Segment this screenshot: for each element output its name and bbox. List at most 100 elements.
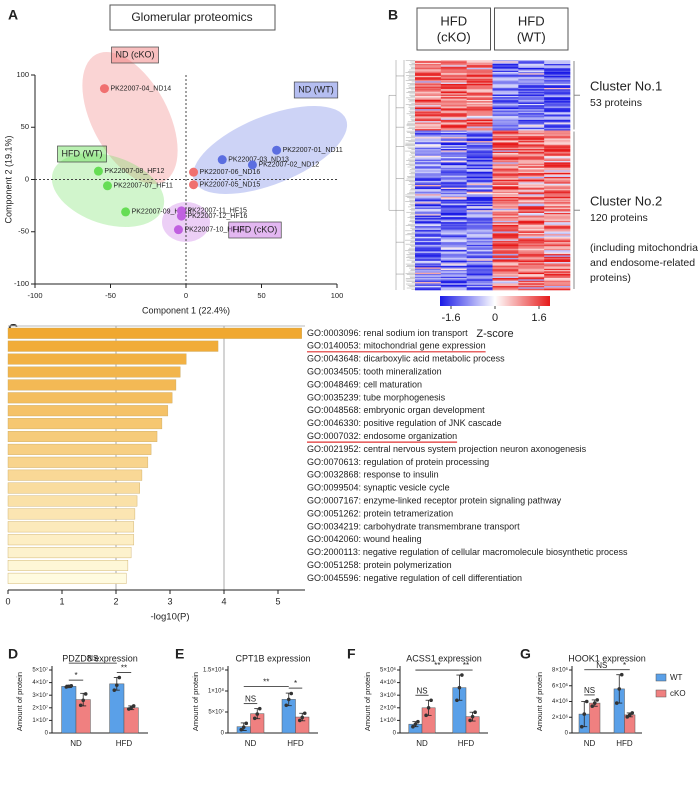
- x-tick-label: ND: [584, 739, 596, 748]
- category-label: GO:0032868: response to insulin: [307, 470, 439, 480]
- heatmap-cell: [440, 239, 467, 242]
- heatmap-cell: [518, 82, 545, 85]
- heatmap-cell: [518, 244, 545, 247]
- bar: [7, 392, 173, 404]
- heatmap-cell: [466, 133, 493, 135]
- heatmap-cell: [466, 184, 493, 187]
- heatmap-cell: [544, 117, 571, 119]
- heatmap-cell: [492, 109, 519, 111]
- heatmap-cell: [415, 154, 442, 157]
- heatmap-cell: [544, 182, 571, 184]
- heatmap-cell: [466, 155, 493, 158]
- point: [121, 207, 131, 217]
- heatmap-cell: [518, 93, 545, 95]
- heatmap-cell: [415, 219, 442, 222]
- heatmap-cell: [492, 105, 519, 107]
- heatmap-cell: [544, 180, 571, 183]
- heatmap-cell: [544, 70, 571, 73]
- cluster-detail: (including mitochondria: [590, 242, 698, 254]
- heatmap-cell: [544, 282, 571, 284]
- data-point: [584, 699, 589, 704]
- heatmap-cell: [518, 95, 545, 98]
- heatmap-cell: [415, 66, 442, 69]
- heatmap-cell: [492, 195, 519, 198]
- x-tick-label: 2: [113, 596, 118, 606]
- point: [176, 211, 186, 221]
- heatmap-cell: [492, 210, 519, 212]
- heatmap-cell: [544, 157, 571, 159]
- heatmap-cell: [544, 130, 571, 133]
- heatmap-cell: [440, 146, 467, 149]
- heatmap-cell: [492, 194, 519, 196]
- heatmap-cell: [466, 266, 493, 268]
- heatmap-cell: [466, 174, 493, 176]
- heatmap-cell: [466, 119, 493, 122]
- heatmap-cell: [544, 131, 571, 134]
- heatmap-cell: [415, 86, 442, 89]
- heatmap-cell: [518, 202, 545, 204]
- data-point: [284, 703, 289, 708]
- y-tick-label: -100: [14, 279, 29, 288]
- heatmap-cell: [415, 203, 442, 206]
- heatmap-cell: [440, 222, 467, 224]
- heatmap-cell: [440, 271, 467, 274]
- heatmap-cell: [492, 147, 519, 150]
- heatmap-cell: [415, 78, 442, 81]
- heatmap-cell: [492, 283, 519, 285]
- heatmap-cell: [466, 134, 493, 137]
- heatmap-cell: [544, 149, 571, 151]
- heatmap-cell: [492, 286, 519, 288]
- heatmap-cell: [440, 274, 467, 276]
- heatmap-cell: [466, 247, 493, 250]
- heatmap-cell: [492, 196, 519, 199]
- bar: [7, 327, 302, 339]
- heatmap-cell: [518, 270, 545, 272]
- heatmap-cell: [440, 125, 467, 127]
- heatmap-cell: [466, 139, 493, 142]
- heatmap-cell: [544, 71, 571, 74]
- heatmap-cell: [415, 139, 442, 142]
- data-point: [426, 706, 431, 710]
- legend-label: WT: [670, 673, 683, 682]
- significance-label: *: [623, 661, 626, 670]
- heatmap-cell: [544, 155, 571, 158]
- heatmap-cell: [492, 266, 519, 268]
- heatmap-cell: [492, 188, 519, 191]
- heatmap-cell: [415, 287, 442, 289]
- heatmap-cell: [492, 90, 519, 93]
- heatmap-cell: [440, 114, 467, 117]
- heatmap-cell: [415, 183, 442, 186]
- x-tick-label: 5: [275, 596, 280, 606]
- point-label: PK22007-01_ND11: [283, 147, 343, 154]
- heatmap-cell: [466, 170, 493, 172]
- heatmap-cell: [518, 207, 545, 210]
- heatmap-cell: [415, 73, 442, 75]
- heatmap-cell: [544, 248, 571, 251]
- heatmap-cell: [518, 91, 545, 94]
- heatmap-cell: [440, 188, 467, 191]
- heatmap-cell: [440, 242, 467, 244]
- heatmap-cell: [518, 271, 545, 274]
- heatmap-cell: [466, 236, 493, 239]
- heatmap-cell: [466, 81, 493, 83]
- y-tick-label: 0: [25, 174, 29, 183]
- data-point: [582, 712, 587, 716]
- heatmap-cell: [544, 125, 571, 127]
- heatmap-cell: [544, 62, 571, 65]
- heatmap-cell: [415, 166, 442, 168]
- heatmap-cell: [544, 275, 571, 278]
- heatmap-cell: [466, 278, 493, 280]
- heatmap-cell: [466, 69, 493, 71]
- heatmap-cell: [440, 250, 467, 252]
- heatmap-cell: [440, 134, 467, 137]
- bar: [7, 469, 143, 481]
- heatmap-cell: [492, 176, 519, 179]
- heatmap-cell: [544, 211, 571, 214]
- heatmap-cell: [440, 91, 467, 94]
- heatmap-cell: [518, 263, 545, 266]
- heatmap-cell: [466, 178, 493, 180]
- heatmap-cell: [518, 242, 545, 244]
- heatmap-cell: [415, 141, 442, 143]
- heatmap-cell: [492, 240, 519, 243]
- heatmap-cell: [518, 218, 545, 220]
